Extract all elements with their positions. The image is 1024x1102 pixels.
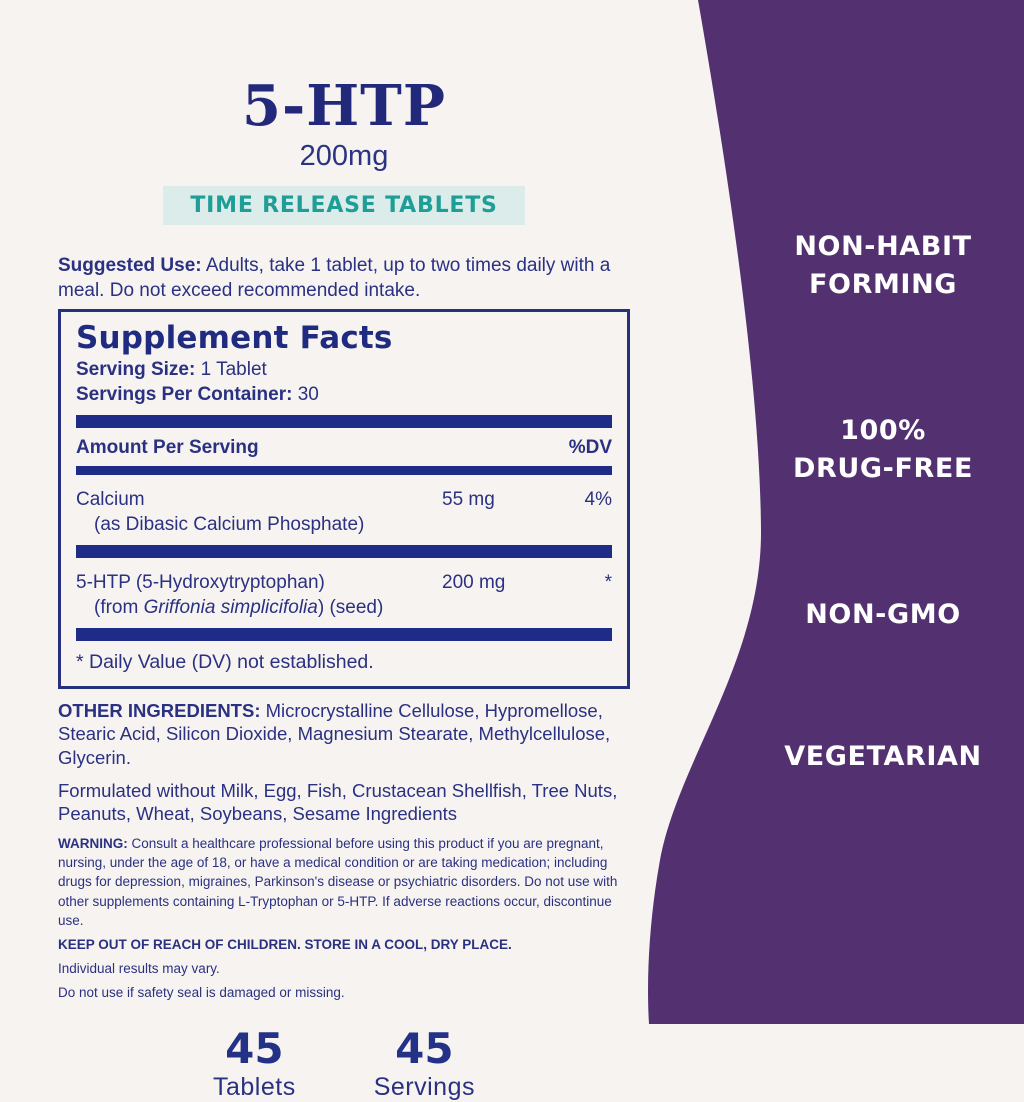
count-tablets: 45 Tablets	[213, 1023, 296, 1102]
product-title: 5-HTP	[242, 73, 446, 139]
count-value: 45	[395, 1023, 454, 1073]
count-value: 45	[225, 1023, 284, 1073]
suggested-use-text: Adults, take 1 tablet, up to two times d…	[58, 254, 611, 301]
supplement-facts-panel: Supplement Facts Serving Size: 1 Tablet …	[58, 308, 630, 689]
nutrient-row-calcium: Calcium 55 mg 4%	[76, 489, 612, 511]
divider-bar-thick	[76, 414, 612, 428]
nutrient-name: 5-HTP (5-Hydroxytryptophan)	[76, 571, 325, 593]
other-ingredients: OTHER INGREDIENTS: Microcrystalline Cell…	[58, 699, 630, 770]
claim-drug-free: 100% DRUG-FREE	[760, 412, 1006, 488]
claim-line: 100%	[840, 415, 926, 446]
other-ingredients-label: OTHER INGREDIENTS:	[58, 699, 261, 721]
nutrient-amount: 55 mg	[442, 488, 495, 510]
claim-non-habit-forming: NON-HABIT FORMING	[760, 228, 1006, 304]
nutrient-row-5htp: 5-HTP (5-Hydroxytryptophan) 200 mg *	[76, 572, 612, 594]
servings-per-container-line: Servings Per Container: 30	[76, 384, 612, 406]
nutrient-source-latin: Griffonia simplicifolia	[143, 596, 318, 618]
servings-value: 30	[292, 383, 319, 405]
claim-line: NON-HABIT	[794, 231, 972, 262]
nutrient-source: (as Dibasic Calcium Phosphate)	[76, 514, 612, 536]
claim-line: DRUG-FREE	[792, 453, 974, 484]
warning-text: Consult a healthcare professional before…	[58, 836, 618, 928]
results-disclaimer: Individual results may vary.	[58, 960, 220, 976]
divider-bar-mid	[76, 465, 612, 475]
dv-footnote: * Daily Value (DV) not established.	[76, 650, 374, 673]
nutrient-name: Calcium	[76, 488, 145, 510]
allergen-statement: Formulated without Milk, Egg, Fish, Crus…	[58, 779, 618, 825]
counts-row: 45 Tablets 45 Servings	[58, 1023, 630, 1102]
serving-size-label: Serving Size:	[76, 358, 196, 380]
seal-notice: Do not use if safety seal is damaged or …	[58, 984, 345, 1000]
serving-size-line: Serving Size: 1 Tablet	[76, 359, 612, 381]
warning-label: WARNING:	[58, 836, 128, 852]
nutrient-dv: *	[604, 571, 612, 593]
time-release-badge: TIME RELEASE TABLETS	[163, 185, 525, 225]
supplement-facts-title: Supplement Facts	[76, 319, 393, 356]
product-dosage: 200mg	[299, 139, 389, 172]
servings-label: Servings Per Container:	[76, 383, 293, 405]
divider-bar-thick	[76, 544, 612, 558]
nutrient-source-suffix: ) (seed)	[317, 596, 384, 618]
claim-line: FORMING	[808, 269, 958, 300]
count-label: Tablets	[213, 1073, 296, 1102]
count-label: Servings	[373, 1073, 475, 1102]
claim-line: NON-GMO	[805, 599, 961, 630]
claim-line: VEGETARIAN	[784, 741, 982, 772]
amount-per-serving-header: Amount Per Serving	[76, 436, 259, 458]
product-header: 5-HTP 200mg TIME RELEASE TABLETS	[58, 73, 630, 225]
dv-header: %DV	[568, 436, 612, 458]
storage-statement: KEEP OUT OF REACH OF CHILDREN. STORE IN …	[58, 936, 512, 952]
suggested-use-label: Suggested Use:	[58, 254, 202, 276]
supplement-label: NON-HABIT FORMING 100% DRUG-FREE NON-GMO…	[58, 0, 1024, 1101]
nutrient-source: (from Griffonia simplicifolia) (seed)	[76, 597, 612, 619]
claim-non-gmo: NON-GMO	[760, 596, 1006, 634]
facts-column-headers: Amount Per Serving %DV	[76, 437, 612, 459]
divider-bar-thick	[76, 627, 612, 641]
count-servings: 45 Servings	[373, 1023, 475, 1102]
serving-size-value: 1 Tablet	[195, 358, 267, 380]
label-content: 5-HTP 200mg TIME RELEASE TABLETS Suggest…	[58, 0, 630, 1102]
nutrient-amount: 200 mg	[442, 571, 506, 593]
claim-vegetarian: VEGETARIAN	[760, 738, 1006, 776]
nutrient-source-text: (as Dibasic Calcium Phosphate)	[94, 513, 365, 535]
purple-wave-panel	[648, 0, 1024, 1024]
suggested-use: Suggested Use: Adults, take 1 tablet, up…	[58, 253, 630, 303]
nutrient-source-text: (from	[94, 596, 144, 618]
nutrient-dv: 4%	[584, 488, 612, 510]
warning-statement: WARNING: Consult a healthcare profession…	[58, 834, 630, 930]
other-ingredients-text: Microcrystalline Cellulose, Hypromellose…	[58, 699, 611, 769]
